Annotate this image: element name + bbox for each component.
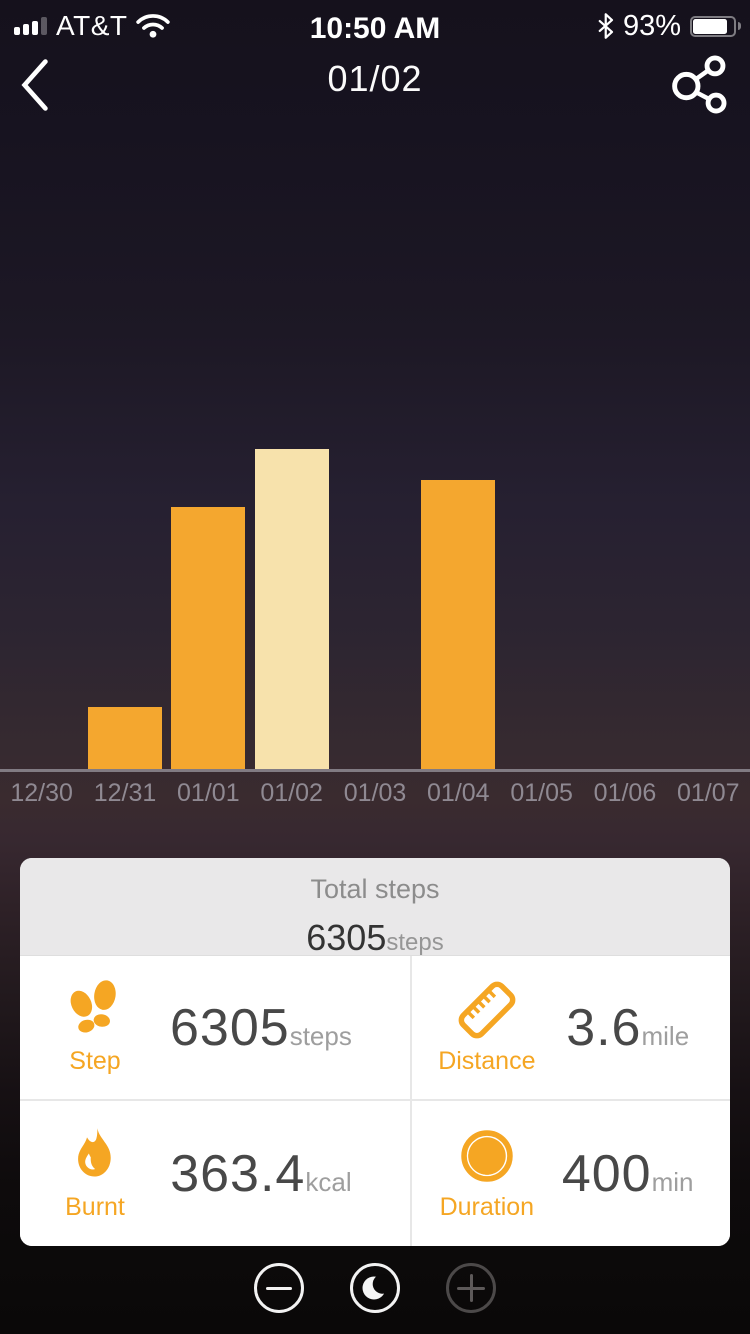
chart-bar-selected[interactable] xyxy=(254,449,329,769)
battery-icon xyxy=(690,15,741,37)
metrics-grid: Step 6305 steps xyxy=(20,956,730,1246)
card-header: Total steps 6305 steps xyxy=(20,858,730,959)
share-button[interactable] xyxy=(660,48,736,122)
zoom-out-button[interactable] xyxy=(254,1263,304,1313)
chart-bar[interactable] xyxy=(171,507,246,769)
metric-cell-step: Step 6305 steps xyxy=(20,956,412,1101)
chart-axis-label: 01/06 xyxy=(593,779,657,807)
metric-label: Duration xyxy=(439,1193,535,1221)
night-mode-button[interactable] xyxy=(350,1263,400,1313)
pie-clock-icon xyxy=(461,1130,513,1182)
metric-label: Burnt xyxy=(65,1193,125,1221)
chart-axis-label: 12/30 xyxy=(10,779,73,807)
metric-cell-distance: Distance 3.6 mile xyxy=(411,956,730,1101)
chart-axis-label: 01/05 xyxy=(510,779,573,807)
metric-label: Step xyxy=(69,1047,121,1075)
flame-icon xyxy=(78,1128,111,1177)
back-chevron-icon xyxy=(21,59,48,111)
metric-unit: steps xyxy=(289,1020,352,1051)
back-button[interactable] xyxy=(20,54,76,116)
chart-bars xyxy=(0,0,750,769)
chart-axis-label: 01/03 xyxy=(343,779,407,807)
chart-axis-label: 01/01 xyxy=(177,779,240,807)
metric-value: 400 xyxy=(561,1144,652,1203)
chart-bar[interactable] xyxy=(87,707,162,769)
chart-column xyxy=(667,0,750,769)
chart-column xyxy=(417,0,500,769)
plus-icon xyxy=(457,1274,485,1302)
status-left: AT&T xyxy=(14,10,171,42)
signal-icon xyxy=(14,17,47,35)
metric-value: 6305 xyxy=(170,998,290,1057)
chart-column xyxy=(83,0,166,769)
metric-unit: min xyxy=(651,1166,694,1197)
metric-unit: kcal xyxy=(305,1166,352,1197)
chart-column xyxy=(250,0,333,769)
metric-label: Distance xyxy=(438,1047,536,1075)
carrier-label: AT&T xyxy=(56,10,128,41)
battery-fill xyxy=(693,18,727,34)
chart-column xyxy=(500,0,583,769)
battery-percent-label: 93% xyxy=(622,9,681,42)
moon-icon xyxy=(362,1274,391,1300)
page-title: 01/02 xyxy=(327,58,423,99)
chart-axis-label: 01/07 xyxy=(677,779,740,807)
chart-column xyxy=(583,0,666,769)
share-icon xyxy=(672,55,727,114)
clock-label: 10:50 AM xyxy=(309,12,441,45)
stats-card: Total steps 6305 steps Step xyxy=(20,858,730,1246)
nav-bar: 01/02 xyxy=(0,42,750,126)
total-steps-value: 6305 xyxy=(306,917,387,958)
chart-bar[interactable] xyxy=(421,480,496,769)
chart-axis-line xyxy=(0,769,750,772)
chart-axis-label: 01/02 xyxy=(260,779,323,807)
chart-column xyxy=(333,0,416,769)
total-steps-row: 6305 steps xyxy=(20,917,730,959)
chart-axis-labels: 12/30 12/31 01/01 01/02 01/03 01/04 01/05 01/06… xyxy=(0,777,750,808)
total-steps-unit: steps xyxy=(386,929,444,956)
bottom-toolbar xyxy=(0,1246,750,1334)
metric-value: 363.4 xyxy=(170,1144,306,1203)
metric-unit: mile xyxy=(641,1020,690,1051)
metric-cell-duration: Duration 400 min xyxy=(411,1101,730,1246)
chart-column xyxy=(0,0,83,769)
total-steps-label: Total steps xyxy=(310,874,440,904)
status-bar: AT&T 10:50 AM 93% xyxy=(0,0,750,45)
ruler-icon xyxy=(458,981,516,1039)
metric-cell-burnt: Burnt 363.4 kcal xyxy=(20,1101,412,1246)
minus-icon xyxy=(266,1286,292,1290)
status-right: 93% xyxy=(598,9,741,43)
footsteps-icon xyxy=(70,980,116,1033)
metric-value: 3.6 xyxy=(566,998,642,1057)
chart-column xyxy=(167,0,250,769)
chart-axis-label: 12/31 xyxy=(93,779,157,807)
zoom-in-button[interactable] xyxy=(446,1263,496,1313)
bluetooth-icon xyxy=(598,13,614,39)
wifi-icon xyxy=(136,14,171,38)
chart-axis-label: 01/04 xyxy=(427,779,490,807)
